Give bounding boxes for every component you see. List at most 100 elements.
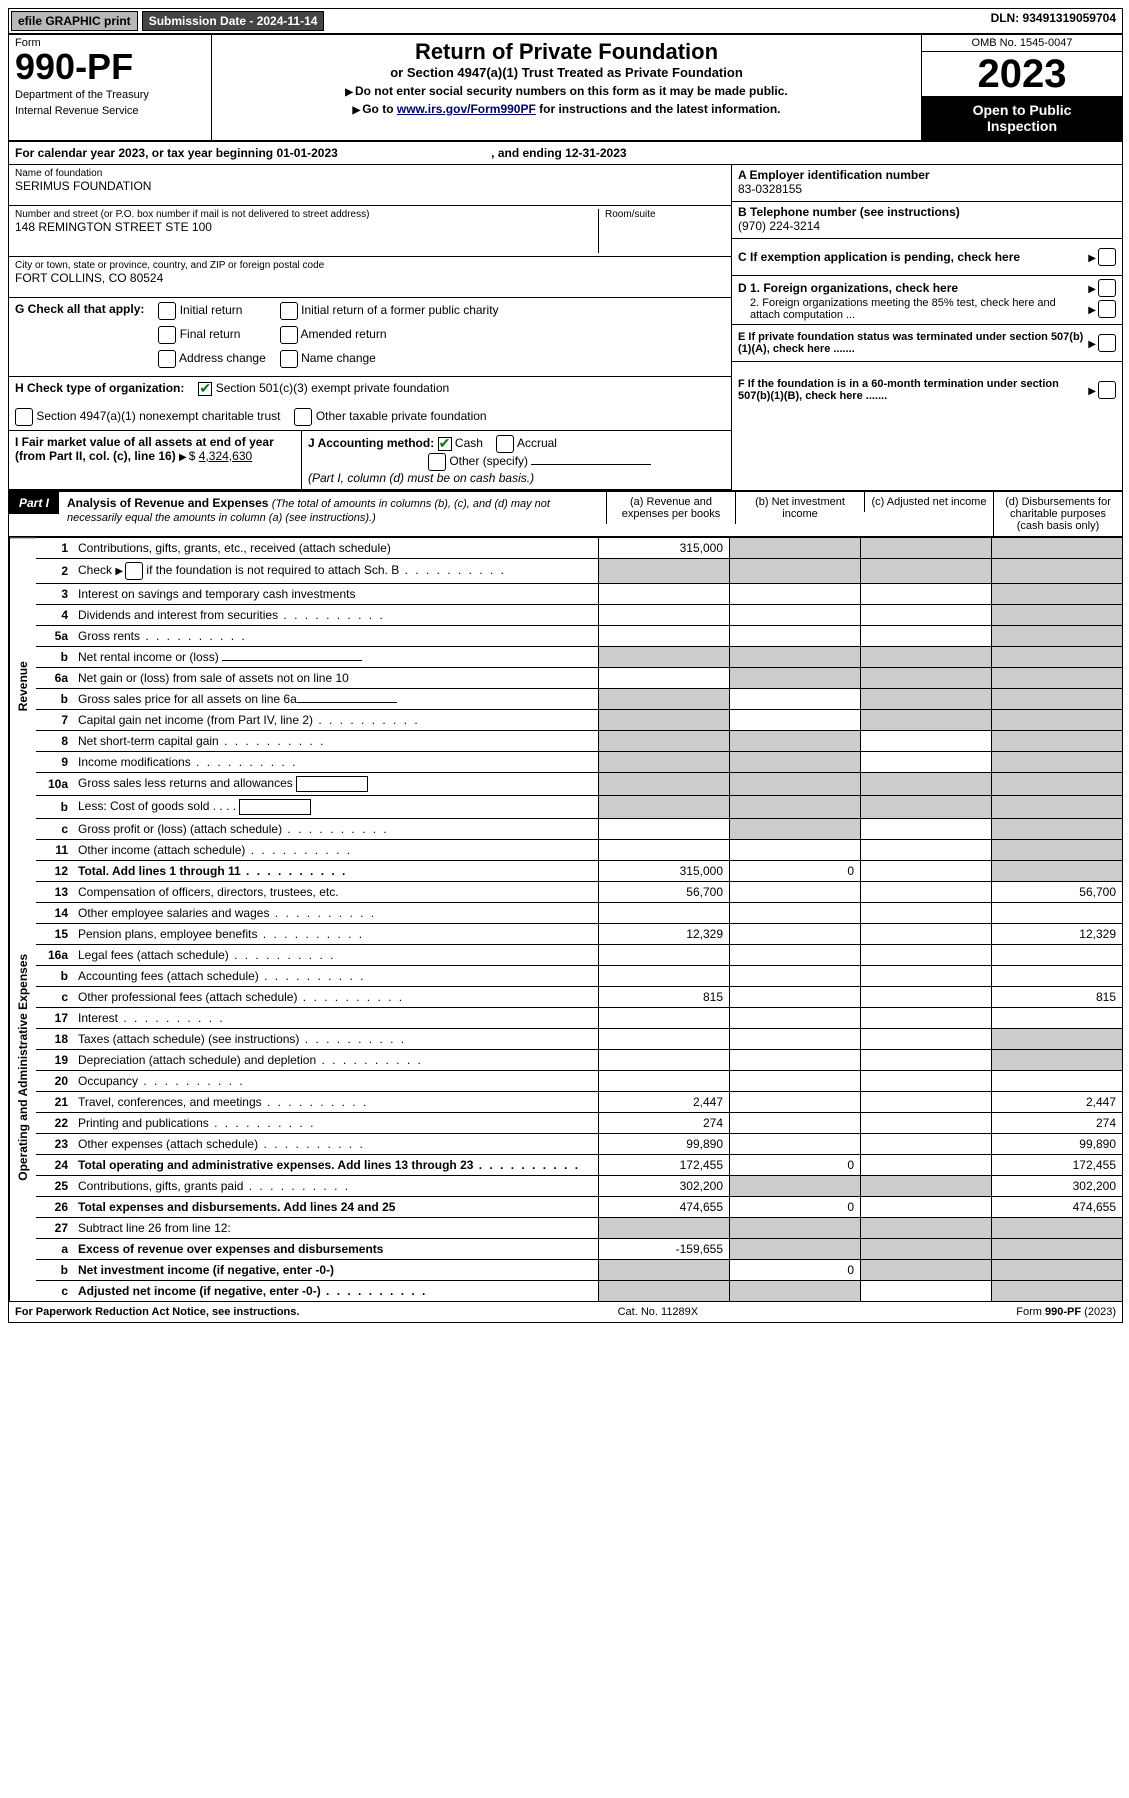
expenses-sidelabel: Operating and Administrative Expenses [9,834,36,1301]
row-16c: cOther professional fees (attach schedul… [36,986,1122,1007]
row-5a: 5aGross rents [36,625,1122,646]
accrual-checkbox[interactable] [496,435,514,453]
row-2: 2Check if the foundation is not required… [36,558,1122,583]
row-27: 27Subtract line 26 from line 12: [36,1217,1122,1238]
name-change-checkbox[interactable] [280,350,298,368]
h-section: H Check type of organization: Section 50… [9,377,731,431]
calendar-end: , and ending 12-31-2023 [491,146,626,160]
row-3: 3Interest on savings and temporary cash … [36,583,1122,604]
initial-return-checkbox[interactable] [158,302,176,320]
identity-right: A Employer identification number 83-0328… [731,165,1122,490]
other-specify-checkbox[interactable] [428,453,446,471]
form-990pf: efile GRAPHIC print Submission Date - 20… [8,8,1123,1323]
address-change-checkbox[interactable] [158,350,176,368]
col-d-header: (d) Disbursements for charitable purpose… [993,492,1122,536]
row-16a: 16aLegal fees (attach schedule) [36,944,1122,965]
r5b-d: Net rental income or (loss) [78,650,219,664]
row-10c: cGross profit or (loss) (attach schedule… [36,818,1122,839]
ein-label: A Employer identification number [738,168,1116,182]
form-note-2: Go to www.irs.gov/Form990PF for instruct… [220,102,913,116]
city-value: FORT COLLINS, CO 80524 [15,271,725,285]
g-opt2: Final return [180,327,241,341]
r10b-d: Less: Cost of goods sold [78,799,209,813]
row-27a: aExcess of revenue over expenses and dis… [36,1238,1122,1259]
form-number: 990-PF [15,49,205,85]
h-opt1: Section 501(c)(3) exempt private foundat… [216,381,449,395]
c-checkbox[interactable] [1098,248,1116,266]
note2-pre: Go to [362,102,397,116]
other-taxable-checkbox[interactable] [294,408,312,426]
g-opt6: Name change [301,351,376,365]
row-27c: cAdjusted net income (if negative, enter… [36,1280,1122,1301]
part1-title: Analysis of Revenue and Expenses [67,496,268,510]
amended-return-checkbox[interactable] [280,326,298,344]
schb-checkbox[interactable] [125,562,143,580]
row-14: 14Other employee salaries and wages [36,902,1122,923]
form-footer: For Paperwork Reduction Act Notice, see … [9,1301,1122,1322]
room-label: Room/suite [605,209,725,220]
row-7: 7Capital gain net income (from Part IV, … [36,709,1122,730]
d2-checkbox[interactable] [1098,300,1116,318]
form-note-1: Do not enter social security numbers on … [220,84,913,98]
d2-label: 2. Foreign organizations meeting the 85%… [750,297,1088,321]
row-1: 1Contributions, gifts, grants, etc., rec… [36,537,1122,558]
row-10b: bLess: Cost of goods sold . . . . [36,795,1122,818]
identity-left: Name of foundation SERIMUS FOUNDATION Nu… [9,165,731,490]
e-checkbox[interactable] [1098,334,1116,352]
row-23: 23Other expenses (attach schedule)99,890… [36,1133,1122,1154]
initial-former-checkbox[interactable] [280,302,298,320]
row-24: 24Total operating and administrative exp… [36,1154,1122,1175]
cash-checkbox[interactable] [438,437,452,451]
e-label: E If private foundation status was termi… [738,331,1088,355]
city-label: City or town, state or province, country… [15,260,725,271]
r2-post: if the foundation is not required to att… [143,563,399,577]
tax-year: 2023 [922,52,1122,96]
i-dollar: $ [189,449,196,463]
g-section: G Check all that apply: Initial return F… [9,298,731,377]
part1-body: Revenue Operating and Administrative Exp… [9,537,1122,1301]
row-19: 19Depreciation (attach schedule) and dep… [36,1049,1122,1070]
efile-print-button[interactable]: efile GRAPHIC print [11,11,138,31]
row-25: 25Contributions, gifts, grants paid302,2… [36,1175,1122,1196]
name-label: Name of foundation [15,168,725,179]
part1-header: Part I Analysis of Revenue and Expenses … [9,491,1122,537]
h-opt2: Section 4947(a)(1) nonexempt charitable … [36,409,280,423]
footer-formnum: 990-PF [1045,1306,1081,1318]
f-checkbox[interactable] [1098,381,1116,399]
foundation-name: SERIMUS FOUNDATION [15,179,725,193]
4947a1-checkbox[interactable] [15,408,33,426]
inspection-line1: Open to Public [973,102,1072,118]
j-other: Other (specify) [449,454,528,468]
row-17: 17Interest [36,1007,1122,1028]
footer-right: Form 990-PF (2023) [1016,1306,1116,1318]
form990pf-link[interactable]: www.irs.gov/Form990PF [397,102,536,116]
h-opt3: Other taxable private foundation [316,409,487,423]
omb-number: OMB No. 1545-0047 [922,35,1122,52]
row-5b: bNet rental income or (loss) [36,646,1122,667]
501c3-checkbox[interactable] [198,382,212,396]
h-label: H Check type of organization: [15,381,184,395]
form-title: Return of Private Foundation [220,39,913,65]
i-j-row: I Fair market value of all assets at end… [9,431,731,490]
row-20: 20Occupancy [36,1070,1122,1091]
revenue-sidelabel: Revenue [9,537,36,834]
row-12: 12Total. Add lines 1 through 11315,0000 [36,860,1122,881]
topbar: efile GRAPHIC print Submission Date - 20… [9,9,1122,35]
part1-table: 1Contributions, gifts, grants, etc., rec… [36,537,1122,1301]
row-4: 4Dividends and interest from securities [36,604,1122,625]
j-accrual: Accrual [517,436,557,450]
g-opt3: Address change [179,351,266,365]
footer-mid: Cat. No. 11289X [618,1306,699,1318]
d1-label: D 1. Foreign organizations, check here [738,281,1088,295]
row-18: 18Taxes (attach schedule) (see instructi… [36,1028,1122,1049]
ein-value: 83-0328155 [738,182,1116,196]
row-10a: 10aGross sales less returns and allowanc… [36,772,1122,795]
final-return-checkbox[interactable] [158,326,176,344]
g-opt1: Initial return [180,303,243,317]
part1-tag: Part I [9,492,59,514]
row-6a: 6aNet gain or (loss) from sale of assets… [36,667,1122,688]
submission-date-button[interactable]: Submission Date - 2024-11-14 [142,11,325,31]
d1-checkbox[interactable] [1098,279,1116,297]
row-16b: bAccounting fees (attach schedule) [36,965,1122,986]
address-label: Number and street (or P.O. box number if… [15,209,598,220]
